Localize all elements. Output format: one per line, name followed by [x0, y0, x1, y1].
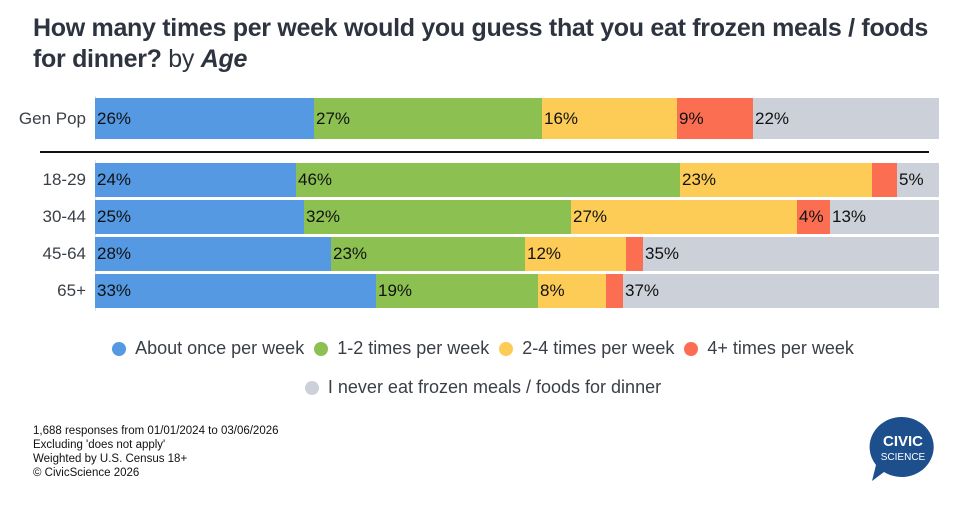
legend-item: I never eat frozen meals / foods for din… [304, 377, 662, 398]
bar-segment: 16% [542, 98, 677, 139]
category-label: 18-29 [42, 170, 86, 189]
legend-label: 2-4 times per week [522, 338, 675, 358]
title-by: by [168, 45, 195, 73]
data-label: 33% [97, 281, 132, 300]
axis-line-age [95, 160, 96, 311]
bar-segment [872, 163, 897, 197]
bar-segment: 33% [95, 274, 376, 308]
legend-item: 1-2 times per week [314, 338, 489, 359]
civicscience-logo: CIVIC SCIENCE [869, 416, 934, 481]
logo-speech-bubble [869, 416, 934, 481]
stacked-bar-row: 33% 19% 8% 37% [95, 274, 939, 308]
stacked-bar-row: 26% 27% 16% 9% 22% [95, 98, 939, 139]
legend-label: About once per week [135, 338, 305, 358]
legend-dot-icon [112, 341, 127, 356]
data-label: 16% [544, 108, 579, 128]
bar-segment: 46% [296, 163, 680, 197]
bar-segment: 35% [643, 237, 939, 271]
stacked-bar-row: 25% 32% 27% 4% 13% [95, 200, 939, 234]
data-label: 37% [625, 281, 660, 300]
bar-segment: 4% [797, 200, 830, 234]
legend-row-2: I never eat frozen meals / foods for din… [0, 377, 966, 400]
bar-segment: 23% [680, 163, 872, 197]
data-label: 35% [645, 244, 680, 263]
bar-segment: 19% [376, 274, 538, 308]
data-label: 24% [97, 170, 132, 189]
legend-label: I never eat frozen meals / foods for din… [327, 377, 662, 397]
chart-title: How many times per week would you guess … [33, 13, 953, 75]
legend-dot-icon [499, 341, 514, 356]
data-label: 8% [540, 281, 565, 300]
data-label: 9% [679, 108, 704, 128]
title-text: How many times per week would you guess … [33, 14, 928, 73]
category-label: 65+ [57, 281, 86, 300]
footnote-exclusion: Excluding 'does not apply' [33, 439, 166, 451]
footnote-copyright: © CivicScience 2026 [33, 467, 140, 479]
legend-label: 1-2 times per week [337, 338, 490, 358]
data-label: 22% [755, 108, 790, 128]
legend-item: 4+ times per week [684, 338, 854, 359]
logo-text-civic: CIVIC [883, 433, 923, 450]
legend-label: 4+ times per week [707, 338, 854, 358]
stacked-bar-row: 28% 23% 12% 35% [95, 237, 939, 271]
category-label: 45-64 [42, 244, 86, 263]
bar-segment: 28% [95, 237, 331, 271]
stacked-bar-row: 24% 46% 23% 5% [95, 163, 939, 197]
footnote-responses: 1,688 responses from 01/01/2024 to 03/06… [33, 425, 279, 437]
bar-segment: 23% [331, 237, 525, 271]
data-label: 46% [298, 170, 333, 189]
bar-segment: 13% [830, 200, 939, 234]
genpop-divider [40, 151, 929, 153]
bar-segment: 27% [571, 200, 797, 234]
data-label: 23% [333, 244, 368, 263]
data-label: 5% [899, 170, 924, 189]
category-label: 30-44 [42, 207, 86, 226]
bar-segment: 32% [304, 200, 571, 234]
footnote-weighting: Weighted by U.S. Census 18+ [33, 453, 188, 465]
data-label: 12% [527, 244, 562, 263]
bar-segment: 5% [897, 163, 939, 197]
legend-row-1: About once per week 1-2 times per week 2-4… [0, 338, 966, 361]
bar-segment: 37% [623, 274, 939, 308]
footnotes: 1,688 responses from 01/01/2024 to 03/06… [33, 424, 279, 480]
logo-text-science: SCIENCE [881, 452, 926, 463]
bar-segment: 26% [95, 98, 314, 139]
title-group: Age [200, 45, 248, 73]
bar-segment: 27% [314, 98, 542, 139]
bar-segment: 22% [753, 98, 939, 139]
data-label: 28% [97, 244, 132, 263]
bar-segment: 24% [95, 163, 296, 197]
category-label: Gen Pop [18, 108, 86, 128]
bar-segment: 8% [538, 274, 606, 308]
bar-segment [606, 274, 623, 308]
data-label: 27% [573, 207, 608, 226]
legend-item: About once per week [112, 338, 304, 359]
data-label: 32% [306, 207, 341, 226]
data-label: 13% [832, 207, 867, 226]
bar-segment: 12% [525, 237, 626, 271]
data-label: 26% [97, 108, 132, 128]
legend-dot-icon [304, 380, 319, 395]
bar-segment: 9% [677, 98, 753, 139]
data-label: 4% [799, 207, 824, 226]
bar-segment: 25% [95, 200, 304, 234]
legend-item: 2-4 times per week [499, 338, 674, 359]
legend-dot-icon [684, 341, 699, 356]
data-label: 25% [97, 207, 132, 226]
data-label: 23% [682, 170, 717, 189]
bar-segment [626, 237, 643, 271]
data-label: 19% [378, 281, 413, 300]
legend-dot-icon [314, 341, 329, 356]
data-label: 27% [316, 108, 351, 128]
